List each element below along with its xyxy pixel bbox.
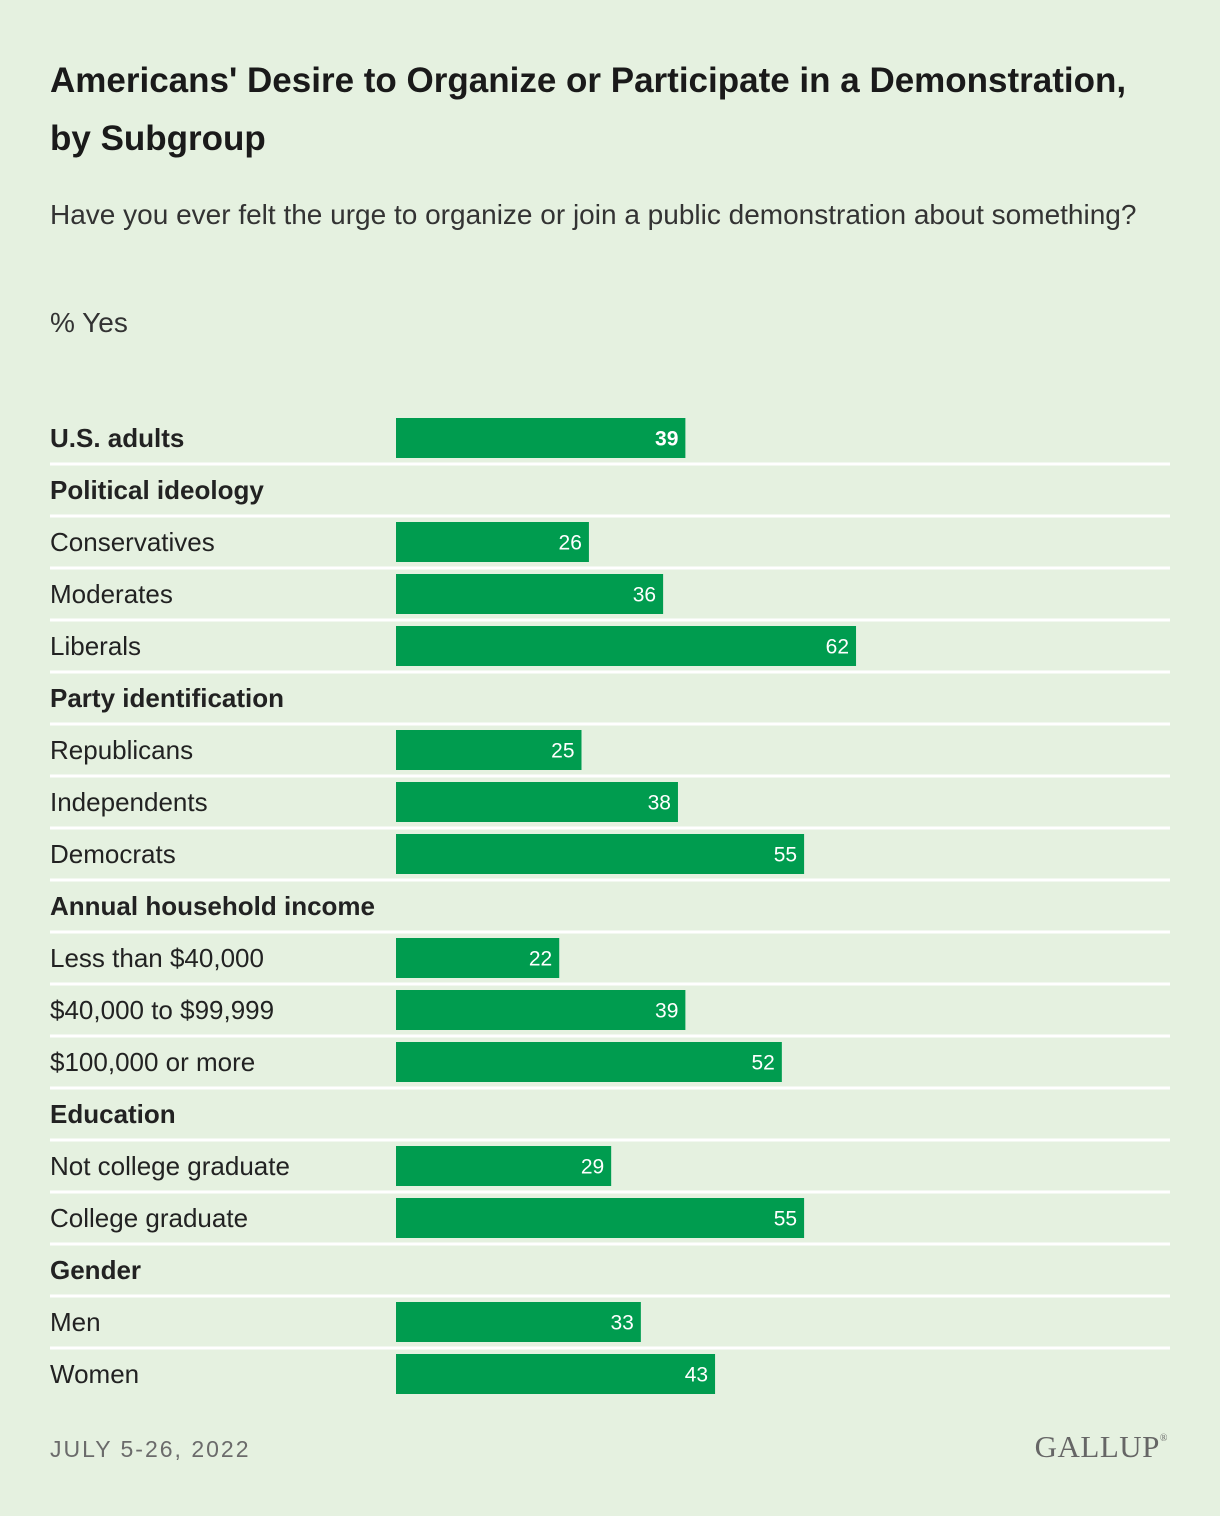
row-label-conservatives: Conservatives [50, 527, 215, 557]
group-header-annual-household-income: Annual household income [50, 891, 375, 921]
row-label-independents: Independents [50, 787, 208, 817]
gallup-logo-text: GALLUP [1034, 1429, 1160, 1464]
bar-less-than-40-000 [396, 938, 560, 978]
gallup-logo: GALLUP® [1035, 1429, 1168, 1465]
group-header-political-ideology: Political ideology [50, 475, 264, 505]
chart-subtitle: Have you ever felt the urge to organize … [50, 199, 1137, 230]
bar-value-label: 25 [551, 740, 574, 763]
row-label-not-college-graduate: Not college graduate [50, 1151, 290, 1181]
group-header-party-identification: Party identification [50, 683, 284, 713]
group-header-gender: Gender [50, 1255, 141, 1285]
bar-liberals [396, 626, 857, 666]
registered-mark: ® [1159, 1433, 1168, 1444]
bar-republicans [396, 730, 582, 770]
bar-women [396, 1354, 716, 1394]
bar-100-000-or-more [396, 1042, 782, 1082]
row-label-college-graduate: College graduate [50, 1203, 248, 1233]
bar-value-label: 62 [826, 636, 849, 659]
row-label-40-000-to-99-999: $40,000 to $99,999 [50, 995, 274, 1025]
bar-college-graduate [396, 1198, 805, 1238]
bar-u-s-adults [396, 418, 686, 458]
row-label-moderates: Moderates [50, 579, 173, 609]
bar-value-label: 43 [685, 1364, 708, 1387]
bar-value-label: 33 [611, 1312, 634, 1335]
bar-not-college-graduate [396, 1146, 612, 1186]
row-label-100-000-or-more: $100,000 or more [50, 1047, 255, 1077]
chart-unit-label: % Yes [50, 307, 128, 338]
chart-title: Americans' Desire to Organize or Partici… [50, 61, 1127, 158]
bar-40-000-to-99-999 [396, 990, 686, 1030]
bar-value-label: 26 [559, 532, 582, 555]
bar-value-label: 55 [774, 844, 797, 867]
row-label-u-s-adults: U.S. adults [50, 423, 184, 453]
bar-value-label: 39 [655, 428, 678, 451]
bar-chart: U.S. adults 39 Political ideology Conservat… [50, 418, 1170, 1394]
bar-value-label: 29 [581, 1156, 604, 1179]
survey-date: JULY 5-26, 2022 [50, 1436, 251, 1462]
row-label-men: Men [50, 1307, 101, 1337]
bar-democrats [396, 834, 805, 874]
row-label-republicans: Republicans [50, 735, 193, 765]
bar-value-label: 38 [648, 792, 671, 815]
bar-value-label: 39 [655, 1000, 678, 1023]
bar-men [396, 1302, 641, 1342]
bar-value-label: 36 [633, 584, 656, 607]
bar-value-label: 52 [751, 1052, 774, 1075]
bar-independents [396, 782, 678, 822]
row-label-liberals: Liberals [50, 631, 141, 661]
group-header-education: Education [50, 1099, 176, 1129]
bar-conservatives [396, 522, 589, 562]
row-label-less-than-40-000: Less than $40,000 [50, 943, 264, 973]
bar-value-label: 55 [774, 1208, 797, 1231]
row-label-women: Women [50, 1359, 139, 1389]
row-label-democrats: Democrats [50, 839, 176, 869]
bar-value-label: 22 [529, 948, 552, 971]
bar-moderates [396, 574, 664, 614]
